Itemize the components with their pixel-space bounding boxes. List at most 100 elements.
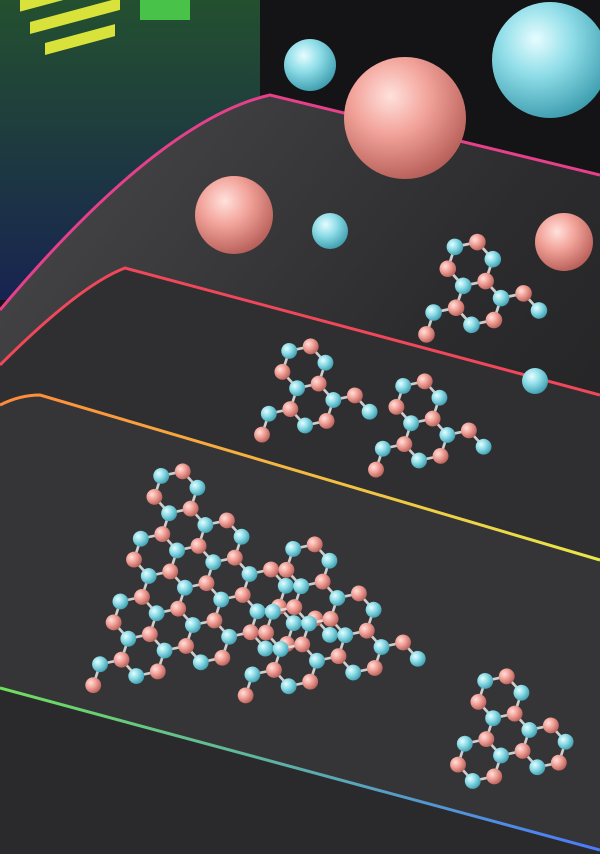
atom	[411, 452, 427, 469]
flake	[254, 338, 378, 443]
atom	[294, 636, 311, 653]
atom	[221, 628, 238, 645]
atom	[374, 440, 391, 457]
atom	[557, 733, 574, 750]
atom	[447, 299, 465, 316]
atom	[550, 754, 567, 771]
atom	[346, 387, 363, 404]
atom	[469, 233, 486, 251]
atom	[310, 375, 327, 392]
atom	[242, 624, 259, 641]
atom	[112, 593, 129, 610]
atom	[214, 649, 231, 666]
atom	[477, 272, 494, 290]
atom	[254, 426, 270, 443]
atom	[278, 561, 295, 578]
atom	[478, 731, 495, 748]
atom	[281, 343, 298, 359]
atom	[162, 563, 179, 580]
atom	[237, 687, 254, 704]
atom	[446, 238, 464, 256]
panel-edge	[0, 266, 600, 397]
atom	[345, 664, 362, 681]
atom	[460, 422, 477, 439]
atom	[177, 579, 193, 596]
chip-led	[140, 0, 190, 20]
atom	[206, 612, 223, 629]
flake	[418, 233, 548, 343]
atom	[190, 537, 207, 554]
sphere	[195, 176, 273, 254]
chip-leds	[20, 0, 120, 55]
atom	[189, 479, 206, 496]
atom	[486, 768, 503, 785]
panel-edge	[0, 393, 600, 562]
atom	[241, 566, 258, 582]
atom	[244, 666, 261, 683]
atom	[309, 652, 325, 669]
atom	[302, 338, 319, 355]
panel-edge	[0, 686, 600, 852]
atom	[264, 603, 281, 620]
atom	[258, 624, 274, 641]
atom	[416, 373, 433, 390]
atom	[368, 461, 384, 478]
atom	[322, 610, 339, 627]
atom	[285, 615, 302, 631]
atom	[318, 412, 335, 429]
atom	[542, 717, 559, 734]
atom	[85, 677, 102, 694]
sphere	[344, 57, 466, 179]
atom	[205, 554, 222, 571]
atom	[105, 614, 122, 631]
panel-edge	[0, 93, 600, 311]
atom	[156, 642, 173, 659]
atom	[182, 500, 199, 517]
atom	[388, 398, 405, 415]
atom	[431, 389, 448, 406]
atom	[234, 587, 251, 603]
atom	[329, 590, 346, 606]
atom	[146, 488, 163, 505]
atom	[277, 577, 294, 594]
atom	[330, 648, 347, 665]
atom	[492, 289, 510, 307]
atom	[132, 530, 149, 547]
atom	[113, 651, 130, 668]
atom	[514, 742, 531, 759]
atom	[257, 640, 274, 657]
atom	[395, 378, 412, 394]
atom	[161, 505, 178, 522]
atom	[126, 551, 142, 568]
atom	[498, 668, 515, 685]
atom	[325, 392, 342, 408]
atom	[213, 591, 230, 608]
atom	[439, 427, 456, 443]
atom	[178, 638, 195, 654]
atom	[485, 710, 502, 727]
atom	[396, 436, 413, 453]
atom	[463, 316, 480, 334]
atom	[197, 517, 214, 533]
atom	[450, 756, 466, 773]
atom	[134, 588, 150, 605]
atom	[272, 641, 289, 657]
atom	[432, 447, 449, 464]
atom	[337, 627, 354, 644]
atom	[373, 639, 390, 655]
atom	[233, 528, 250, 545]
atom	[530, 302, 548, 319]
atom	[153, 468, 170, 484]
atom	[515, 285, 532, 302]
atom	[317, 354, 334, 371]
atom	[361, 403, 378, 420]
atom	[170, 600, 187, 617]
atom	[148, 605, 165, 622]
atom	[154, 526, 171, 543]
atom	[484, 250, 502, 268]
flake	[237, 536, 426, 704]
atom	[409, 650, 426, 667]
atom	[456, 735, 473, 752]
atom	[365, 601, 382, 618]
